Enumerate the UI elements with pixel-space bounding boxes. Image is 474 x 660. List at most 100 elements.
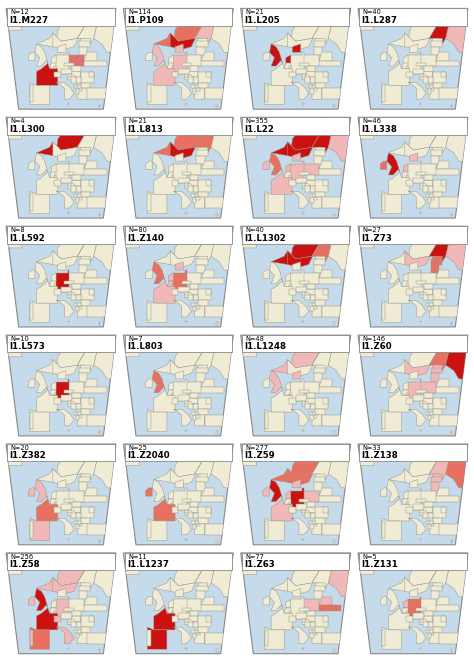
Polygon shape [185,619,193,624]
Polygon shape [292,371,301,379]
Polygon shape [423,77,428,82]
Polygon shape [182,63,191,66]
Polygon shape [419,619,428,624]
Polygon shape [154,63,175,85]
Polygon shape [79,259,91,265]
Polygon shape [416,63,426,66]
Polygon shape [195,444,214,480]
Polygon shape [167,63,173,69]
Polygon shape [315,38,325,44]
Polygon shape [198,409,208,415]
Polygon shape [64,608,74,610]
Polygon shape [79,156,87,164]
Polygon shape [270,371,283,393]
Polygon shape [56,518,74,535]
Polygon shape [428,186,433,191]
Polygon shape [328,11,353,52]
Polygon shape [173,518,191,535]
Polygon shape [172,507,178,513]
Polygon shape [56,409,74,426]
Polygon shape [35,262,48,284]
FancyBboxPatch shape [125,9,232,26]
Polygon shape [441,616,446,622]
Polygon shape [429,524,439,535]
Polygon shape [401,172,408,178]
Polygon shape [50,608,56,613]
Polygon shape [77,303,81,306]
Polygon shape [431,88,434,91]
Polygon shape [193,197,196,203]
Polygon shape [198,365,208,371]
Polygon shape [431,524,434,527]
FancyBboxPatch shape [242,335,349,352]
Polygon shape [405,24,438,50]
Polygon shape [79,88,82,91]
Polygon shape [333,105,335,108]
Polygon shape [188,186,193,191]
Polygon shape [406,597,421,619]
Polygon shape [71,77,76,82]
Polygon shape [173,300,191,317]
Polygon shape [76,88,79,94]
Polygon shape [424,175,433,180]
Polygon shape [433,387,459,393]
Polygon shape [173,191,191,208]
Polygon shape [182,499,191,502]
Polygon shape [185,273,201,284]
Polygon shape [147,627,167,649]
Polygon shape [436,597,449,605]
Polygon shape [238,348,256,357]
Polygon shape [319,270,332,279]
Polygon shape [314,88,317,91]
Polygon shape [147,191,167,214]
Polygon shape [241,335,351,436]
Polygon shape [299,608,309,610]
Polygon shape [307,610,315,616]
Polygon shape [284,390,291,395]
Polygon shape [58,44,66,52]
Polygon shape [312,444,332,480]
Polygon shape [53,460,85,485]
Polygon shape [167,390,173,395]
Text: I1.L338: I1.L338 [362,125,397,134]
Polygon shape [195,85,198,88]
Polygon shape [4,566,22,575]
Polygon shape [193,186,198,191]
Polygon shape [68,183,76,189]
Polygon shape [123,226,233,327]
Polygon shape [68,599,84,610]
Polygon shape [305,289,315,295]
Polygon shape [178,613,190,619]
Polygon shape [416,499,426,502]
Polygon shape [323,289,328,295]
Polygon shape [68,490,84,502]
Polygon shape [286,599,291,608]
Polygon shape [419,599,436,610]
Polygon shape [198,616,211,627]
Text: I1.Z138: I1.Z138 [362,451,398,461]
Polygon shape [147,303,151,319]
Polygon shape [188,77,193,82]
Polygon shape [284,499,291,504]
Polygon shape [61,286,73,292]
Polygon shape [302,104,304,105]
Polygon shape [51,381,56,390]
Polygon shape [289,597,304,619]
Polygon shape [198,147,208,153]
Polygon shape [406,616,413,622]
Polygon shape [299,499,309,502]
Polygon shape [58,262,66,270]
Polygon shape [188,398,198,404]
Polygon shape [314,633,317,636]
Polygon shape [315,256,325,262]
FancyBboxPatch shape [7,117,115,135]
Polygon shape [287,242,320,267]
Polygon shape [403,164,408,172]
Polygon shape [358,335,468,436]
Polygon shape [291,518,309,535]
Polygon shape [79,197,82,200]
Polygon shape [30,518,50,541]
Polygon shape [284,281,291,286]
Polygon shape [94,228,118,270]
Polygon shape [76,524,79,529]
